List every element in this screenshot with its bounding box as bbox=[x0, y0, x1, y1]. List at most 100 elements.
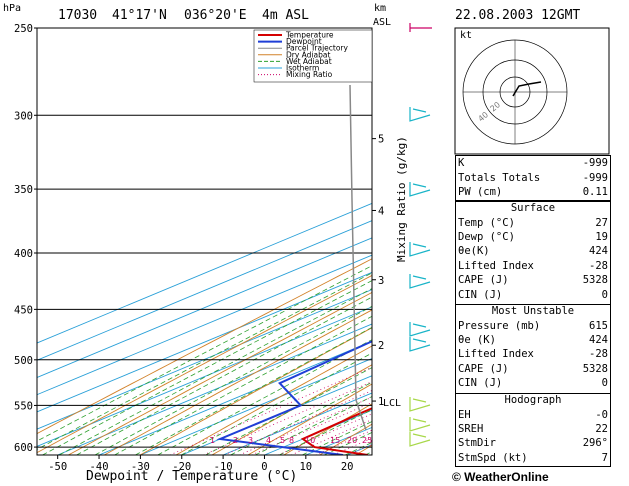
index-value: 27 bbox=[595, 216, 608, 229]
temperature-tick-label: -30 bbox=[131, 461, 150, 473]
index-row: StmSpd (kt) 7 bbox=[455, 451, 611, 465]
index-name: CAPE (J) bbox=[458, 274, 509, 287]
km-tick-label: 4 bbox=[378, 205, 384, 217]
index-value: 296° bbox=[582, 437, 608, 450]
parcel-trajectory bbox=[349, 84, 367, 431]
pressure-tick-label: 400 bbox=[14, 248, 33, 260]
index-name: PW (cm) bbox=[458, 185, 503, 198]
index-value: -999 bbox=[582, 171, 608, 184]
wind-barb bbox=[409, 274, 431, 289]
index-name: θe(K) bbox=[458, 245, 490, 258]
index-name: θe (K) bbox=[458, 333, 496, 346]
index-name: EH bbox=[458, 408, 471, 421]
index-name: Lifted Index bbox=[458, 348, 534, 361]
indices-top-table: K -999 Totals Totals -999 PW (cm) 0.11 bbox=[455, 156, 611, 199]
isotherm-line bbox=[57, 323, 372, 455]
hodograph-box bbox=[455, 393, 611, 467]
asl-unit-label: ASL bbox=[373, 17, 392, 28]
legend-label: Parcel Trajectory bbox=[286, 44, 348, 53]
legend-label: Dry Adiabat bbox=[286, 50, 330, 59]
most-unstable-title: Most Unstable bbox=[491, 305, 575, 318]
index-row: SREH 22 bbox=[455, 422, 611, 436]
mixing-ratio-line bbox=[251, 401, 372, 455]
index-name: Totals Totals bbox=[458, 171, 541, 184]
wind-barb bbox=[409, 397, 431, 412]
mixing-ratio-value-label: 15 bbox=[330, 436, 340, 445]
isotherm-line bbox=[37, 220, 372, 361]
mixing-ratio-line bbox=[203, 381, 372, 455]
index-row: Totals Totals -999 bbox=[455, 170, 611, 184]
wind-barb bbox=[409, 417, 431, 432]
index-value: 424 bbox=[589, 245, 608, 258]
index-value: 5328 bbox=[582, 362, 608, 375]
index-name: Temp (°C) bbox=[458, 216, 515, 229]
legend-label: Wet Adiabat bbox=[286, 57, 332, 66]
isotherm-line bbox=[181, 375, 372, 455]
isotherm-line bbox=[37, 237, 372, 378]
index-value: 19 bbox=[595, 230, 608, 243]
legend-label: Isotherm bbox=[286, 64, 319, 73]
temperature-tick-label: 20 bbox=[341, 461, 354, 473]
index-value: -999 bbox=[582, 157, 608, 170]
legend-label: Dewpoint bbox=[286, 37, 322, 46]
mixing-ratio-line bbox=[169, 366, 372, 455]
pressure-tick-label: 600 bbox=[14, 442, 33, 454]
latitude: 41°17'N bbox=[112, 8, 167, 23]
index-row: EH -0 bbox=[455, 407, 611, 421]
index-value: 0 bbox=[601, 377, 608, 390]
isotherm-line bbox=[140, 358, 372, 455]
index-value: 7 bbox=[601, 451, 608, 464]
temperature-tick-label: -20 bbox=[172, 461, 191, 473]
lcl-label: LCL bbox=[383, 398, 402, 409]
surface-title: Surface bbox=[510, 202, 556, 215]
index-value: -0 bbox=[595, 408, 608, 421]
hodograph-frame bbox=[454, 27, 610, 155]
index-row: Lifted Index -28 bbox=[455, 259, 611, 273]
hodograph-unit-label: kt bbox=[460, 30, 473, 41]
mixing-ratio-value-label: 3 bbox=[248, 436, 253, 445]
index-row: Lifted Index -28 bbox=[455, 347, 611, 361]
index-value: 615 bbox=[589, 319, 608, 332]
mixing-ratio-value-label: 8 bbox=[289, 436, 294, 445]
mixing-ratio-axis-label: Mixing Ratio (g/kg) bbox=[395, 136, 408, 262]
index-row: Dewp (°C) 19 bbox=[455, 230, 611, 244]
pressure-tick-label: 350 bbox=[14, 184, 33, 196]
plot-frame bbox=[36, 27, 373, 456]
hodograph-ring-label: 40 bbox=[477, 110, 491, 123]
station-id: 17030 bbox=[58, 8, 98, 23]
index-value: 5328 bbox=[582, 274, 608, 287]
index-row: CAPE (J) 5328 bbox=[455, 273, 611, 287]
index-name: K bbox=[458, 157, 465, 170]
legend-box bbox=[253, 29, 373, 83]
mixing-ratio-value-label: 10 bbox=[305, 436, 315, 445]
wind-barb bbox=[409, 432, 431, 447]
mixing-ratio-line bbox=[224, 390, 372, 455]
index-name: SREH bbox=[458, 422, 484, 435]
mixing-ratio-line bbox=[239, 396, 372, 455]
index-row: K -999 bbox=[455, 156, 611, 170]
index-name: CAPE (J) bbox=[458, 362, 509, 375]
index-row: θe(K) 424 bbox=[455, 244, 611, 258]
index-value: -28 bbox=[589, 259, 608, 272]
isotherm-line bbox=[37, 202, 372, 344]
mixing-ratio-value-label: 5 bbox=[280, 436, 285, 445]
index-name: CIN (J) bbox=[458, 377, 503, 390]
index-name: CIN (J) bbox=[458, 288, 503, 301]
wind-barb bbox=[409, 107, 431, 122]
elevation: 4m ASL bbox=[262, 8, 309, 23]
index-row: StmDir 296° bbox=[455, 436, 611, 450]
index-value: 424 bbox=[589, 333, 608, 346]
surface-table: Surface Temp (°C) 27 Dewp (°C) 19 θe(K) 424… bbox=[455, 201, 611, 302]
index-row: CIN (J) 0 bbox=[455, 287, 611, 301]
index-row: Pressure (mb) 615 bbox=[455, 318, 611, 332]
dewpoint-profile bbox=[216, 340, 372, 455]
index-name: StmDir bbox=[458, 437, 496, 450]
km-tick-label: 1 bbox=[378, 396, 384, 408]
pressure-tick-label: 500 bbox=[14, 355, 33, 367]
legend-label: Temperature bbox=[285, 31, 334, 40]
legend-label: Mixing Ratio bbox=[286, 70, 333, 79]
wind-barb bbox=[409, 182, 431, 197]
index-row: Temp (°C) 27 bbox=[455, 215, 611, 229]
x-axis-label: Dewpoint / Temperature (°C) bbox=[86, 469, 298, 484]
